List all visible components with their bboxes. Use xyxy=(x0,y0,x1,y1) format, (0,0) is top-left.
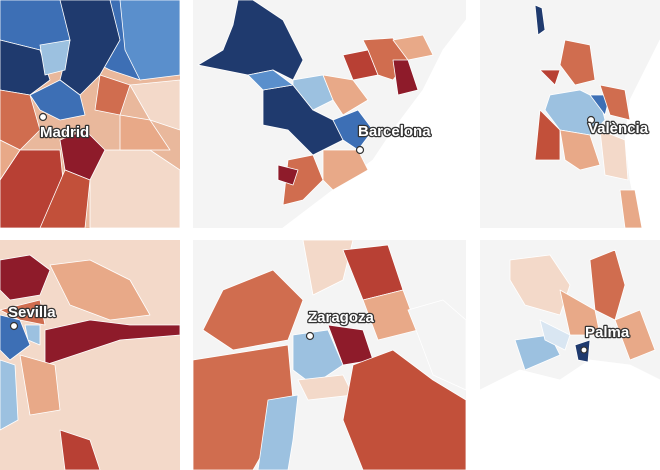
district xyxy=(0,39,51,96)
district xyxy=(509,254,571,316)
district xyxy=(539,319,571,351)
district xyxy=(282,154,324,206)
district xyxy=(559,129,601,171)
district xyxy=(44,319,180,366)
district xyxy=(534,4,546,36)
district xyxy=(59,429,101,470)
district xyxy=(0,299,46,326)
district xyxy=(614,309,656,361)
city-marker xyxy=(305,331,315,341)
district xyxy=(292,74,334,111)
map-panel: Madrid xyxy=(0,0,180,228)
district xyxy=(0,254,51,301)
district xyxy=(0,314,31,361)
map-panel: València xyxy=(480,0,660,228)
map-panel: Zaragoza xyxy=(193,240,466,470)
map-panel: Barcelona xyxy=(193,0,466,228)
city-label: Zaragoza xyxy=(308,309,375,326)
district xyxy=(589,249,626,321)
city-label: Barcelona xyxy=(358,123,431,140)
district xyxy=(129,79,180,131)
sea xyxy=(282,19,466,228)
district xyxy=(322,74,369,116)
district xyxy=(39,39,71,76)
district xyxy=(257,394,299,470)
district xyxy=(297,374,354,401)
district xyxy=(247,69,294,91)
district xyxy=(29,79,86,121)
district xyxy=(407,299,466,391)
district xyxy=(619,189,643,228)
city-label: Madrid xyxy=(40,124,89,141)
city-label: Sevilla xyxy=(8,304,56,321)
city-label: València xyxy=(588,120,649,137)
city-marker xyxy=(580,346,588,354)
district xyxy=(342,349,466,470)
district xyxy=(39,169,91,228)
city-marker xyxy=(9,321,19,331)
district xyxy=(0,139,21,181)
city-marker xyxy=(38,112,48,122)
district xyxy=(559,39,596,86)
district xyxy=(119,0,180,81)
district xyxy=(392,34,434,61)
district xyxy=(0,359,19,431)
district xyxy=(599,129,629,181)
district xyxy=(0,89,41,151)
district xyxy=(24,324,41,346)
city-marker xyxy=(586,115,596,125)
district xyxy=(534,109,561,161)
district xyxy=(277,164,299,186)
city-marker xyxy=(355,145,365,155)
district xyxy=(89,149,180,228)
district xyxy=(332,109,374,151)
district xyxy=(539,69,561,86)
district xyxy=(49,259,151,321)
city-label: Palma xyxy=(585,324,630,341)
district xyxy=(19,354,61,416)
district xyxy=(559,289,601,336)
district xyxy=(292,329,344,386)
map-panel: Palma xyxy=(480,240,660,470)
district xyxy=(392,59,419,96)
district xyxy=(302,240,354,296)
district xyxy=(514,334,561,371)
sea xyxy=(624,39,660,228)
district xyxy=(119,114,171,151)
district xyxy=(202,269,304,351)
sea xyxy=(480,359,660,470)
district xyxy=(322,149,369,191)
district xyxy=(599,84,631,121)
map-panel: Sevilla xyxy=(0,240,180,470)
